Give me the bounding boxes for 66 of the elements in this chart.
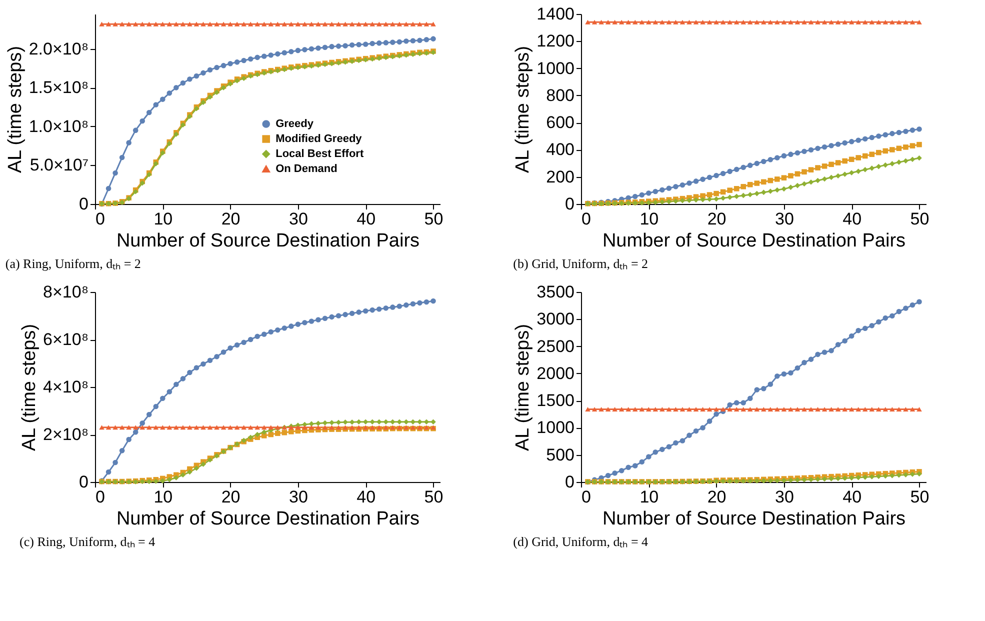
y-tick-label: 800 xyxy=(546,86,574,105)
y-tick-label: 600 xyxy=(546,113,574,132)
y-axis-title: AL (time steps) xyxy=(19,324,40,452)
y-tick-label: 2500 xyxy=(536,336,574,356)
x-axis-title: Number of Source Destination Pairs xyxy=(602,230,906,252)
text: (a) Ring, Uniform, dₜₕ = 2 xyxy=(5,256,141,271)
x-tick-label: 40 xyxy=(356,488,376,506)
legend-label: Modified Greedy xyxy=(276,133,363,145)
x-tick-label: 50 xyxy=(424,488,444,506)
x-tick-label: 50 xyxy=(910,488,930,506)
legend-label: Local Best Effort xyxy=(276,148,364,160)
y-tick-label: 8×10⁸ xyxy=(43,282,88,302)
y-tick-label: 0 xyxy=(565,194,574,214)
y-tick-label: 3000 xyxy=(536,310,574,329)
y-tick-label: 3500 xyxy=(536,282,574,302)
text: (c) Ring, Uniform, dₜₕ = 4 xyxy=(20,534,156,549)
y-tick-label: 0 xyxy=(79,472,88,492)
y-axis-title: AL (time steps) xyxy=(512,324,534,452)
x-tick-label: 30 xyxy=(774,488,794,506)
x-tick-label: 30 xyxy=(288,488,308,506)
y-tick-label: 1400 xyxy=(536,4,574,24)
y-axis-title: AL (time steps) xyxy=(512,46,534,174)
text: (d) Grid, Uniform, dₜₕ = 4 xyxy=(513,534,649,549)
x-tick-label: 40 xyxy=(842,210,862,228)
x-axis-title: Number of Source Destination Pairs xyxy=(116,230,420,252)
x-tick-label: 10 xyxy=(640,210,659,228)
x-tick-label: 20 xyxy=(707,488,726,506)
y-tick-label: 4×10⁸ xyxy=(43,378,88,396)
x-tick-label: 20 xyxy=(707,210,726,228)
x-tick-label: 10 xyxy=(640,488,659,506)
x-tick-label: 0 xyxy=(96,488,105,506)
legend-label: On Demand xyxy=(276,163,338,175)
y-tick-label: 200 xyxy=(546,167,574,186)
x-tick-label: 0 xyxy=(582,488,591,506)
y-tick-label: 0 xyxy=(79,194,88,214)
y-tick-label: 2.0×10⁸ xyxy=(28,39,88,58)
y-axis-title: AL (time steps) xyxy=(4,46,26,174)
x-tick-label: 0 xyxy=(582,210,591,228)
y-tick-label: 1200 xyxy=(536,32,574,51)
y-tick-label: 6×10⁸ xyxy=(43,330,88,349)
x-axis-title: Number of Source Destination Pairs xyxy=(602,508,906,530)
x-tick-label: 20 xyxy=(221,210,240,228)
y-tick-label: 500 xyxy=(546,445,574,464)
x-tick-label: 0 xyxy=(96,210,105,228)
x-tick-label: 10 xyxy=(154,488,173,506)
x-tick-label: 50 xyxy=(424,210,444,228)
y-tick-label: 1000 xyxy=(536,58,574,78)
x-tick-label: 40 xyxy=(356,210,376,228)
y-tick-label: 1000 xyxy=(536,418,574,438)
x-tick-label: 40 xyxy=(842,488,862,506)
y-tick-label: 2×10⁸ xyxy=(43,425,88,444)
y-tick-label: 1.0×10⁸ xyxy=(28,116,88,136)
x-tick-label: 20 xyxy=(221,488,240,506)
y-tick-label: 400 xyxy=(546,140,574,160)
x-tick-label: 50 xyxy=(910,210,930,228)
y-tick-label: 5.0×10⁷ xyxy=(30,156,88,175)
x-tick-label: 10 xyxy=(154,210,173,228)
text: (b) Grid, Uniform, dₜₕ = 2 xyxy=(513,256,648,271)
x-tick-label: 30 xyxy=(774,210,794,228)
x-axis-title: Number of Source Destination Pairs xyxy=(116,508,420,530)
y-tick-label: 1500 xyxy=(536,391,574,410)
y-tick-label: 0 xyxy=(565,472,574,492)
x-tick-label: 30 xyxy=(288,210,308,228)
y-tick-label: 2000 xyxy=(536,364,574,383)
legend-label: Greedy xyxy=(276,118,314,130)
y-tick-label: 1.5×10⁸ xyxy=(28,78,88,98)
